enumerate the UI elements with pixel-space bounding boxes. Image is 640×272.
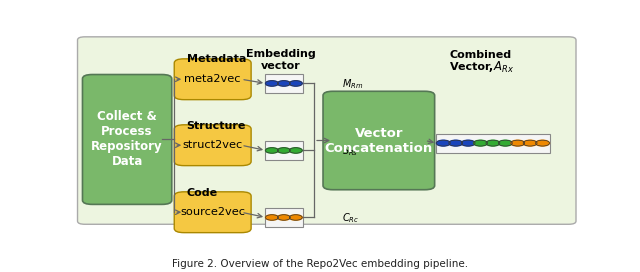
Text: Embedding
vector: Embedding vector: [246, 50, 316, 71]
Circle shape: [523, 140, 537, 146]
Circle shape: [461, 140, 475, 146]
FancyBboxPatch shape: [323, 91, 435, 190]
Text: $A_{Rx}$: $A_{Rx}$: [493, 60, 515, 75]
FancyBboxPatch shape: [174, 59, 251, 100]
Circle shape: [474, 140, 488, 146]
Text: Structure: Structure: [187, 121, 246, 131]
Text: Code: Code: [187, 188, 218, 198]
Circle shape: [277, 148, 291, 153]
Text: Collect &
Process
Repository
Data: Collect & Process Repository Data: [92, 110, 163, 168]
FancyBboxPatch shape: [436, 134, 550, 153]
Text: $M_{Rm}$: $M_{Rm}$: [342, 77, 364, 91]
Text: Metadata: Metadata: [187, 54, 246, 64]
Text: Combined
Vector,: Combined Vector,: [449, 50, 511, 72]
Circle shape: [266, 215, 278, 220]
Text: meta2vec: meta2vec: [184, 74, 241, 84]
Circle shape: [266, 81, 278, 86]
Circle shape: [277, 81, 291, 86]
Circle shape: [499, 140, 512, 146]
Text: Vector
Concatenation: Vector Concatenation: [324, 126, 433, 154]
Text: source2vec: source2vec: [180, 207, 245, 217]
Circle shape: [266, 148, 278, 153]
FancyBboxPatch shape: [83, 75, 172, 204]
Circle shape: [436, 140, 451, 146]
Text: struct2vec: struct2vec: [182, 140, 243, 150]
Circle shape: [289, 215, 302, 220]
FancyBboxPatch shape: [174, 125, 251, 166]
Circle shape: [449, 140, 463, 146]
Text: $S_{Rs}$: $S_{Rs}$: [342, 144, 358, 157]
FancyBboxPatch shape: [174, 192, 251, 233]
FancyBboxPatch shape: [77, 37, 576, 224]
Circle shape: [277, 215, 291, 220]
Circle shape: [486, 140, 500, 146]
FancyBboxPatch shape: [264, 208, 303, 227]
Circle shape: [289, 148, 302, 153]
FancyBboxPatch shape: [264, 74, 303, 93]
FancyBboxPatch shape: [264, 141, 303, 160]
Circle shape: [289, 81, 302, 86]
Text: Figure 2. Overview of the Repo2Vec embedding pipeline.: Figure 2. Overview of the Repo2Vec embed…: [172, 259, 468, 269]
Circle shape: [511, 140, 525, 146]
Circle shape: [536, 140, 550, 146]
Text: $C_{Rc}$: $C_{Rc}$: [342, 211, 360, 225]
